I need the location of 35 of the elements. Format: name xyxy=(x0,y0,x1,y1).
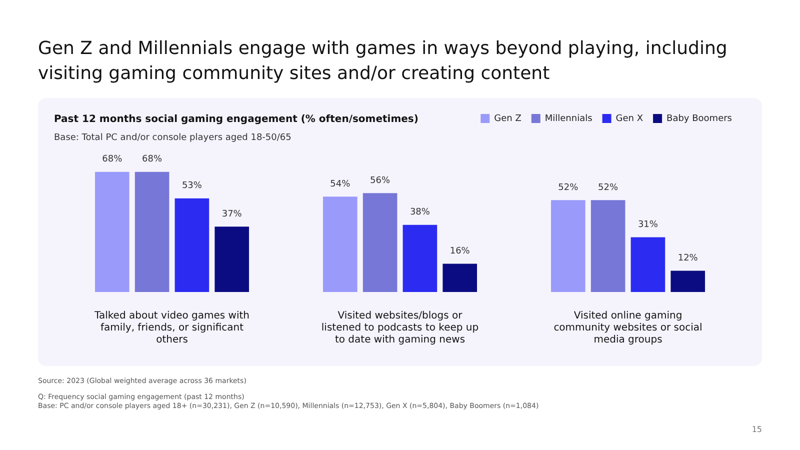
bar xyxy=(402,224,438,292)
bar xyxy=(442,264,478,292)
data-label: 16% xyxy=(450,246,470,257)
legend-label: Millennials xyxy=(544,114,593,124)
bar xyxy=(94,172,130,292)
bar xyxy=(214,226,250,292)
bar xyxy=(362,193,398,292)
bar xyxy=(134,172,170,292)
legend-label: Gen X xyxy=(616,114,644,124)
legend-label: Gen Z xyxy=(494,114,522,124)
bar xyxy=(630,237,666,292)
data-label: 38% xyxy=(410,208,430,218)
text: Base: Total PC and/or console players aged 18-50/65 xyxy=(54,133,292,143)
legend-label: Baby Boomers xyxy=(666,114,732,124)
x-tick-label: Talked about video games with family, friends, or significant others xyxy=(94,310,250,346)
data-label: 37% xyxy=(222,209,242,220)
bar xyxy=(174,198,210,292)
data-label: 12% xyxy=(678,254,698,264)
data-label: 52% xyxy=(558,182,579,193)
chart-subtitle: Past 12 months social gaming engagement (% often/sometimes) xyxy=(54,114,418,125)
x-tick-label: Visited online gaming community websites or social media groups xyxy=(554,310,702,346)
bar xyxy=(550,200,586,292)
bar xyxy=(322,196,358,292)
bar xyxy=(670,270,706,292)
text: 15 xyxy=(752,425,762,434)
data-label: 54% xyxy=(330,179,351,190)
data-label: 68% xyxy=(102,154,123,165)
x-tick-label: Visited websites/blogs or listened to podcasts to keep up to date with gaming news xyxy=(321,310,479,346)
bar xyxy=(590,200,626,292)
data-label: 31% xyxy=(638,220,658,230)
data-label: 68% xyxy=(142,154,162,165)
data-label: 56% xyxy=(370,176,390,186)
data-label: 52% xyxy=(598,182,618,193)
chart-title: Gen Z and Millennials engage with games in ways beyond playing, including visiting gaming community sites and/or creating content xyxy=(38,37,728,86)
data-label: 53% xyxy=(182,181,202,192)
